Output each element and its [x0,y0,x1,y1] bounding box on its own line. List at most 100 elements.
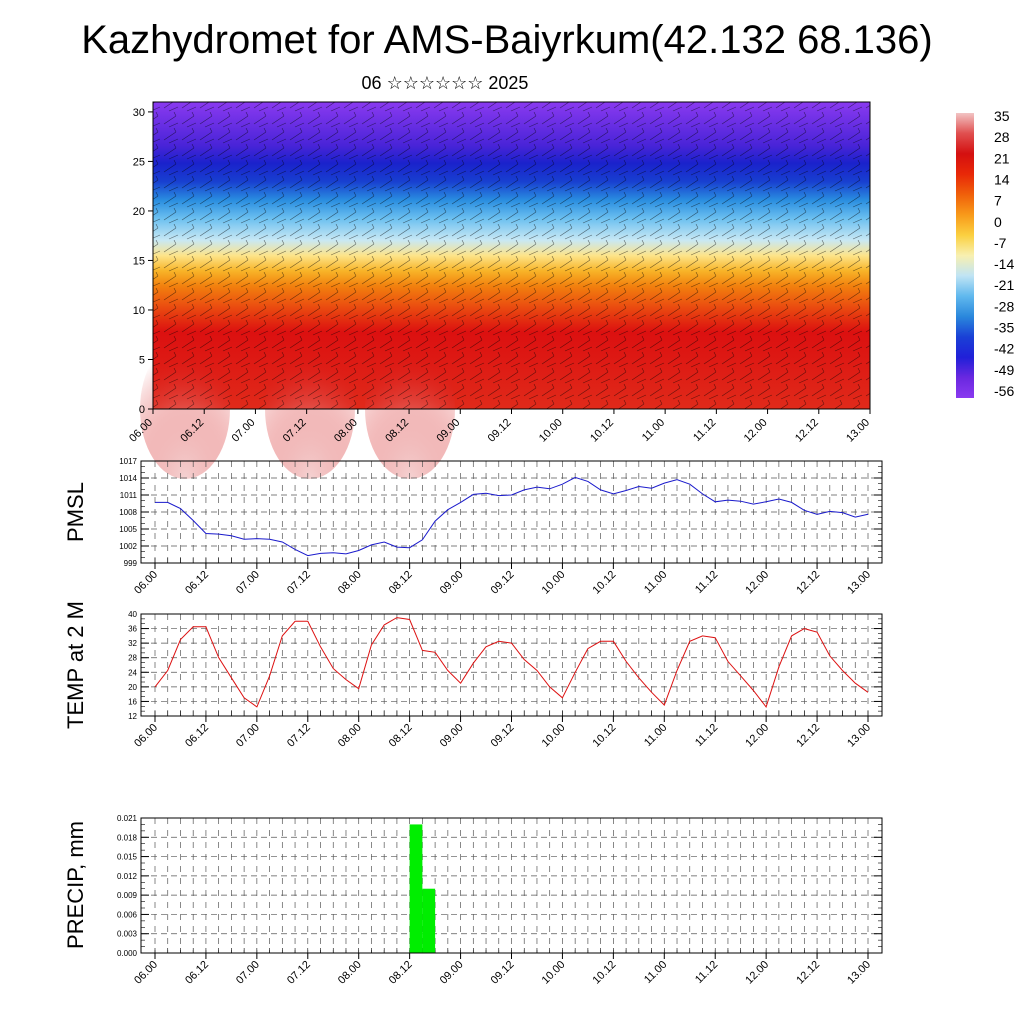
pmsl-x-tick-label: 11.00 [642,569,669,596]
pmsl-y-tick-label: 1008 [119,508,137,517]
pmsl-y-axis-label: PMSL [63,482,88,542]
pmsl-chart: 999 1002 1005 1008 1011 1014 1017 06.00 06.12 07.… [63,457,883,597]
page-title: Kazhydromet for AMS-Baiyrkum(42.132 68.1… [81,18,933,62]
temp-x-tick-label: 07.00 [234,722,262,750]
colorbar-tick-label: 28 [994,129,1010,145]
temp-x-tick-label: 06.00 [132,722,160,750]
precip-x-tick-label: 07.00 [234,959,262,987]
temp-x-tick-label: 08.12 [387,722,415,750]
cross-y-tick-label: 25 [133,156,145,168]
pmsl-x-tick-label: 12.12 [794,569,822,597]
precip-x-tick-label: 12.00 [743,959,771,987]
colorbar-tick-label: -21 [994,277,1014,293]
colorbar-tick-label: -7 [994,235,1007,251]
pmsl-x-tick-label: 09.12 [489,569,517,597]
colorbar-tick-label: 21 [994,150,1010,166]
cross-y-tick-label: 5 [139,354,145,366]
cross-y-tick-label: 15 [133,255,145,267]
cross-x-tick-label: 11.12 [691,417,718,444]
precip-y-tick-label: 0.003 [117,930,138,939]
temp-x-tick-label: 10.12 [591,722,619,750]
colorbar-tick-label: -35 [994,320,1014,336]
temp-frame [140,613,883,717]
cross-y-tick-label: 30 [133,107,145,119]
pmsl-x-tick-label: 12.00 [743,569,771,597]
precip-bar [422,888,436,953]
pmsl-y-tick-label: 999 [124,559,138,568]
colorbar-tick-label: 0 [994,214,1002,230]
pmsl-x-tick-label: 08.00 [336,569,364,597]
cross-x-tick-label: 11.00 [640,417,667,444]
precip-bar [409,824,423,953]
colorbar-tick-label: -49 [994,362,1014,378]
cross-x-tick-label: 07.00 [230,417,258,445]
temp-x-tick-label: 12.00 [743,722,771,750]
pmsl-y-tick-label: 1011 [120,491,138,500]
colorbar-tick-label: -42 [994,341,1014,357]
temp-x-tick-label: 13.00 [845,722,873,750]
precip-x-tick-label: 12.12 [794,959,822,987]
precip-y-tick-label: 0.018 [117,833,138,842]
colorbar-tick-label: -14 [994,256,1014,272]
pmsl-x-tick-label: 10.12 [591,569,619,597]
pmsl-x-tick-label: 07.12 [285,569,313,597]
temp-x-tick-label: 12.12 [794,722,822,750]
precip-x-tick-label: 07.12 [285,959,313,987]
pmsl-frame [140,460,883,564]
precip-x-tick-label: 06.00 [132,959,160,987]
precip-x-tick-label: 13.00 [845,959,873,987]
pmsl-x-tick-label: 13.00 [845,569,873,597]
temp-x-tick-label: 07.12 [285,722,313,750]
pmsl-x-tick-label: 08.12 [387,569,415,597]
temp-series-line [154,617,869,708]
colorbar-tick-label: 14 [994,171,1010,187]
precip-y-axis-label: PRECIP, mm [63,821,88,949]
precip-x-tick-label: 09.00 [438,959,466,987]
wind-barbs [153,102,870,409]
precip-x-tick-label: 09.12 [489,959,517,987]
precip-y-tick-label: 0.009 [117,891,138,900]
pmsl-y-tick-label: 1005 [119,525,137,534]
page-subtitle: 06 ☆☆☆☆☆☆ 2025 [361,73,529,93]
pmsl-x-tick-label: 09.00 [438,569,466,597]
temp-chart: 12 16 20 24 28 32 36 40 06.00 06.12 07.00 07.12 08.0… [63,601,883,750]
pmsl-x-tick-label: 06.12 [183,569,211,597]
temp-y-tick-label: 40 [128,610,137,619]
pmsl-x-tick-label: 06.00 [132,569,160,597]
temp-x-tick-label: 10.00 [540,722,568,750]
cross-x-tick-label: 09.12 [486,417,514,445]
precip-chart: 0.000 0.003 0.006 0.009 0.012 0.015 0.018 0.021… [63,814,883,987]
temp-y-tick-label: 28 [128,654,137,663]
precip-x-tick-label: 06.12 [183,959,211,987]
precip-x-tick-label: 10.12 [591,959,619,987]
temp-y-tick-label: 20 [128,683,137,692]
colorbar-fill [956,113,974,398]
cross-y-tick-label: 0 [139,404,145,416]
precip-x-tick-label: 08.00 [336,959,364,987]
precip-y-tick-label: 0.015 [117,853,138,862]
colorbar-tick-label: -28 [994,298,1014,314]
cross-y-tick-label: 10 [133,305,145,317]
cross-x-tick-label: 12.00 [742,417,770,445]
pmsl-x-tick-label: 11.12 [693,569,720,596]
pmsl-y-tick-label: 1002 [119,542,137,551]
temp-y-tick-label: 16 [128,697,137,706]
temp-x-tick-label: 11.00 [642,722,669,749]
colorbar-tick-label: -56 [994,383,1014,399]
precip-x-tick-label: 10.00 [540,959,568,987]
pmsl-y-tick-label: 1017 [119,457,137,466]
precip-y-tick-label: 0.021 [117,814,138,823]
temp-y-tick-label: 12 [128,712,137,721]
temp-x-tick-label: 06.12 [183,722,211,750]
precip-y-tick-label: 0.000 [117,949,138,958]
pmsl-x-tick-label: 10.00 [540,569,568,597]
cross-x-tick-label: 10.12 [588,417,616,445]
cross-x-tick-label: 12.12 [793,417,821,445]
temp-x-tick-label: 08.00 [336,722,364,750]
cross-y-tick-label: 20 [133,206,145,218]
precip-y-tick-label: 0.012 [117,872,138,881]
colorbar-tick-label: 7 [994,193,1002,209]
temp-y-tick-label: 32 [128,639,137,648]
pmsl-series-line [155,476,869,557]
